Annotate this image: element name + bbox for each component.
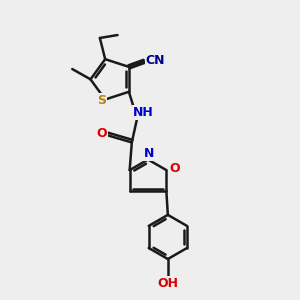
Text: OH: OH [157, 277, 178, 290]
Text: S: S [97, 94, 106, 107]
Text: O: O [96, 127, 107, 140]
Text: NH: NH [133, 106, 154, 119]
Text: N: N [144, 146, 155, 160]
Text: O: O [169, 162, 180, 175]
Text: CN: CN [146, 54, 165, 67]
